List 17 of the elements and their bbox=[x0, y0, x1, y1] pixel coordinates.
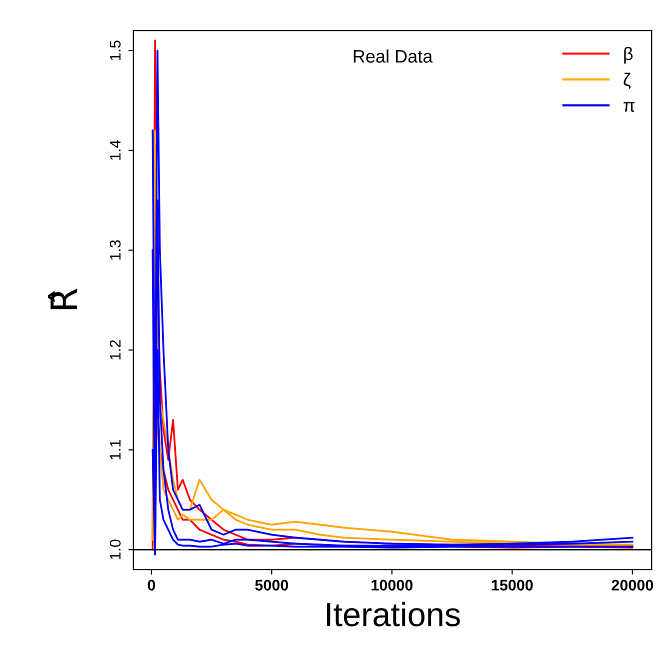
x-tick-label: 15000 bbox=[492, 580, 533, 591]
y-tick-label: 1.3 bbox=[110, 240, 121, 260]
y-tick-label: 1.4 bbox=[110, 140, 121, 160]
x-tick-label: 5000 bbox=[255, 580, 288, 591]
x-tick-label: 10000 bbox=[372, 580, 413, 591]
y-tick-label: 1.5 bbox=[110, 40, 121, 60]
legend-label: β bbox=[624, 46, 633, 64]
y-tick-label: 1.1 bbox=[110, 440, 121, 460]
y-axis-title: R̂ bbox=[48, 288, 77, 310]
x-tick-label: 0 bbox=[148, 580, 156, 591]
legend-label: π bbox=[624, 102, 635, 112]
legend-label: ζ bbox=[624, 72, 631, 89]
x-axis-title: Iterations bbox=[327, 602, 460, 626]
y-tick-label: 1.2 bbox=[110, 340, 121, 360]
text: Real Data bbox=[354, 49, 433, 63]
y-tick-label: 1.0 bbox=[110, 540, 121, 560]
x-tick-label: 20000 bbox=[612, 580, 654, 591]
